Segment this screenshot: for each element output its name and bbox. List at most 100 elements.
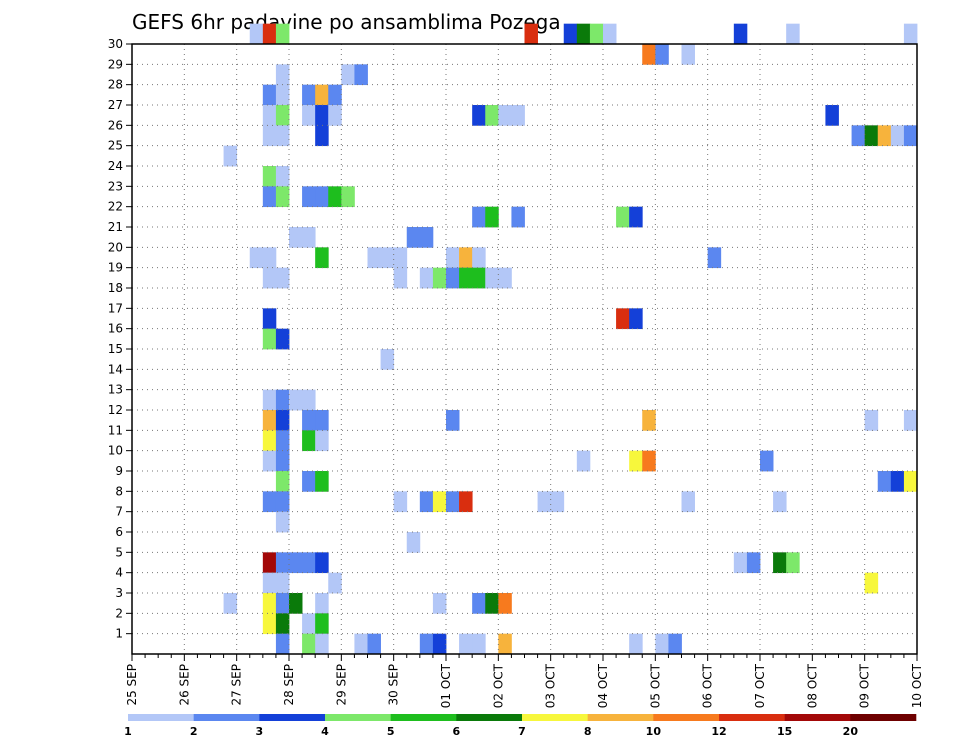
y-tick-label: 13	[108, 383, 123, 397]
precip-cell	[890, 125, 905, 147]
precip-cell	[393, 491, 408, 513]
precip-cell	[498, 593, 512, 614]
colorbar-label: 20	[843, 725, 859, 738]
y-axis: 1234567891011121314151617181920212223242…	[108, 37, 132, 641]
precip-cell	[275, 267, 290, 289]
precip-cell	[223, 145, 238, 167]
precip-cell	[315, 105, 329, 126]
x-tick-label: 26 SEP	[177, 664, 191, 706]
precip-cell	[262, 247, 277, 269]
precip-cell	[563, 23, 578, 45]
x-tick-label: 03 OCT	[544, 663, 558, 708]
precip-cell	[393, 247, 408, 269]
precip-cell	[275, 633, 290, 655]
precip-cell	[419, 491, 434, 513]
precip-cell	[537, 491, 552, 513]
y-tick-label: 29	[108, 57, 123, 71]
colorbar-label: 1	[124, 725, 132, 738]
colorbar-swatch	[390, 714, 457, 721]
precip-cell	[446, 410, 460, 431]
x-tick-label: 28 SEP	[282, 664, 296, 706]
precip-cell	[289, 593, 303, 614]
precip-cell	[655, 44, 669, 65]
colorbar-swatch	[522, 714, 588, 721]
colorbar-swatch	[587, 714, 654, 721]
precip-cell	[262, 593, 277, 614]
precip-cell	[354, 633, 368, 655]
precip-cell	[589, 23, 604, 45]
precip-cell	[315, 430, 329, 452]
precip-cell	[275, 166, 290, 187]
precip-cell	[576, 23, 591, 45]
precip-cell	[341, 186, 355, 208]
precip-cell	[262, 410, 277, 431]
precip-cell	[511, 105, 525, 126]
precip-cell	[877, 471, 892, 492]
colorbar-swatch	[128, 714, 194, 721]
precip-cell	[890, 471, 905, 492]
y-tick-label: 18	[108, 281, 123, 295]
precip-cell	[446, 247, 460, 269]
y-tick-label: 21	[108, 220, 123, 234]
precip-cell	[275, 186, 290, 208]
precip-cell	[668, 633, 682, 655]
precip-cell	[262, 23, 277, 45]
precip-cell	[354, 64, 368, 86]
precip-cell	[550, 491, 565, 513]
y-tick-label: 22	[108, 200, 123, 214]
precip-cell	[302, 552, 316, 574]
precip-cell	[262, 308, 277, 330]
precip-cell	[877, 125, 892, 147]
y-tick-label: 6	[115, 525, 123, 539]
y-tick-label: 11	[108, 423, 123, 437]
y-tick-label: 5	[115, 545, 123, 559]
precip-cell	[289, 227, 303, 248]
x-tick-label: 08 OCT	[805, 663, 819, 708]
precip-cell	[864, 572, 879, 594]
colorbar-swatch	[259, 714, 326, 721]
precip-cell	[367, 633, 381, 655]
precip-cell	[249, 247, 264, 269]
precip-cell	[903, 125, 918, 147]
precip-cell	[459, 633, 473, 655]
precip-cell	[315, 247, 329, 269]
precip-cell	[733, 552, 748, 574]
precip-cell	[275, 450, 290, 472]
y-tick-label: 14	[108, 362, 123, 376]
colorbar-label: 4	[321, 725, 329, 738]
precip-cell	[302, 186, 316, 208]
precip-cell	[315, 552, 329, 574]
colorbar-label: 7	[518, 725, 526, 738]
x-tick-label: 09 OCT	[858, 663, 872, 708]
precip-cell	[576, 450, 591, 472]
y-tick-label: 24	[108, 159, 123, 173]
precip-cell	[406, 532, 421, 553]
colorbar-label: 15	[777, 725, 792, 738]
x-tick-label: 10 OCT	[910, 663, 924, 708]
precip-cell	[903, 23, 918, 45]
precip-cell	[746, 552, 761, 574]
x-tick-label: 27 SEP	[230, 664, 244, 706]
precip-cell	[262, 552, 277, 574]
chart-title: GEFS 6hr padavine po ansamblima Pozega	[132, 10, 561, 34]
precip-cell	[642, 450, 656, 472]
precip-cell	[341, 64, 355, 86]
colorbar-label: 2	[190, 725, 198, 738]
y-tick-label: 30	[108, 37, 123, 51]
precip-cell	[302, 613, 316, 635]
precip-cell	[681, 44, 695, 65]
precip-cell	[315, 471, 329, 492]
y-tick-label: 10	[108, 444, 123, 458]
precip-cell	[459, 491, 473, 513]
x-tick-label: 30 SEP	[387, 664, 401, 706]
x-tick-label: 04 OCT	[596, 663, 610, 708]
precip-cell	[302, 84, 316, 106]
x-tick-label: 01 OCT	[439, 663, 453, 708]
precip-cell	[302, 410, 316, 431]
precip-cell	[302, 633, 316, 655]
precipitation-cells	[223, 23, 918, 655]
precip-cell	[419, 633, 434, 655]
precip-cell	[367, 247, 381, 269]
precip-cell	[825, 105, 839, 126]
precip-cell	[903, 471, 918, 492]
